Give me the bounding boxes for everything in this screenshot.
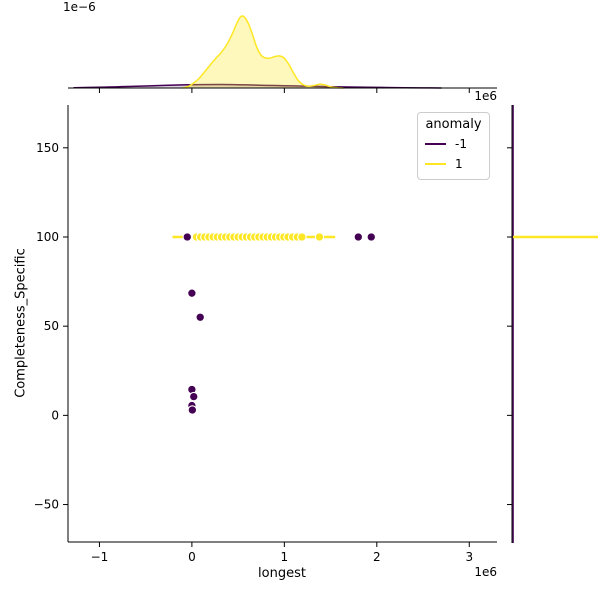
y-tick-label: −50 <box>34 498 59 512</box>
legend-entry-anomaly-neg1: -1 <box>425 134 482 154</box>
top-kde-fill-1 <box>182 15 344 88</box>
density-axis-offset-label: 1e−6 <box>63 0 96 14</box>
x-axis-label: longest <box>258 566 306 581</box>
scatter-point-pos <box>297 232 307 242</box>
x-tick-label: 0 <box>188 550 196 564</box>
y-tick-label: 0 <box>51 408 59 422</box>
legend: anomaly -1 1 <box>417 112 490 180</box>
y-tick-label: 100 <box>36 230 59 244</box>
y-tick-label: 50 <box>44 319 59 333</box>
x-axis-offset-label: 1e6 <box>474 565 497 579</box>
scatter-point-neg <box>188 391 199 402</box>
scatter-point-neg <box>187 288 197 298</box>
scatter-point-neg <box>353 232 364 242</box>
x-tick-label: 2 <box>373 550 381 564</box>
x-tick-label: −1 <box>91 550 109 564</box>
scatter-point-neg <box>182 232 193 242</box>
top-kde-line-1 <box>182 15 344 89</box>
top-marginal-x-offset-label: 1e6 <box>474 89 497 103</box>
legend-title: anomaly <box>425 117 482 132</box>
y-tick-label: 150 <box>36 141 59 155</box>
scatter-point-pos <box>314 232 325 242</box>
top-kde-line--1 <box>73 83 442 89</box>
scatter-point-neg <box>187 405 198 415</box>
legend-line-swatch-neg1 <box>425 142 446 146</box>
legend-label-neg1: -1 <box>455 137 467 151</box>
scatter-point-neg <box>195 312 205 323</box>
x-tick-label: 1 <box>281 550 289 564</box>
legend-entry-anomaly-pos1: 1 <box>425 154 482 174</box>
scatter-point-neg <box>366 232 377 242</box>
y-axis-label: Completeness_Specific <box>13 248 29 398</box>
legend-line-swatch-pos1 <box>425 162 446 166</box>
x-tick-label: 3 <box>465 550 473 564</box>
legend-label-pos1: 1 <box>455 157 463 171</box>
